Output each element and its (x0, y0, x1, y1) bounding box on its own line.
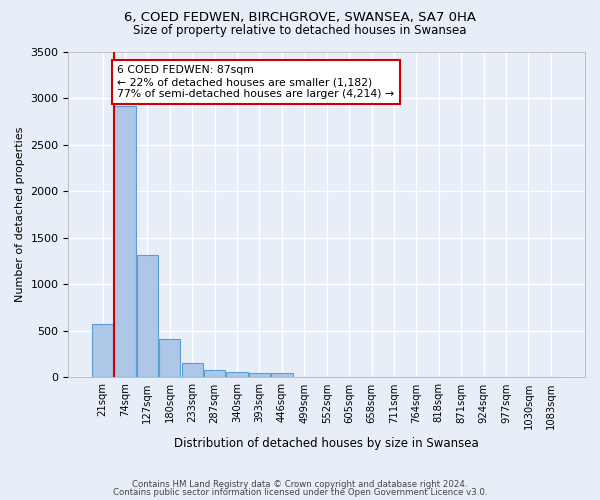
Y-axis label: Number of detached properties: Number of detached properties (15, 127, 25, 302)
Bar (137, 256, 158, 378)
Text: Size of property relative to detached houses in Swansea: Size of property relative to detached ho… (133, 24, 467, 37)
X-axis label: Distribution of detached houses by size in Swansea: Distribution of detached houses by size … (175, 437, 479, 450)
Text: Contains public sector information licensed under the Open Government Licence v3: Contains public sector information licen… (113, 488, 487, 497)
Text: 6 COED FEDWEN: 87sqm
← 22% of detached houses are smaller (1,182)
77% of semi-de: 6 COED FEDWEN: 87sqm ← 22% of detached h… (117, 66, 394, 98)
Bar (204, 370, 225, 378)
Text: Contains HM Land Registry data © Crown copyright and database right 2024.: Contains HM Land Registry data © Crown c… (132, 480, 468, 489)
Bar (226, 372, 248, 378)
Bar (115, 106, 136, 378)
Text: 6, COED FEDWEN, BIRCHGROVE, SWANSEA, SA7 0HA: 6, COED FEDWEN, BIRCHGROVE, SWANSEA, SA7… (124, 11, 476, 24)
Bar (249, 373, 270, 378)
Bar (271, 373, 293, 378)
Bar (92, 324, 113, 378)
Bar (182, 363, 203, 378)
Bar (159, 339, 181, 378)
